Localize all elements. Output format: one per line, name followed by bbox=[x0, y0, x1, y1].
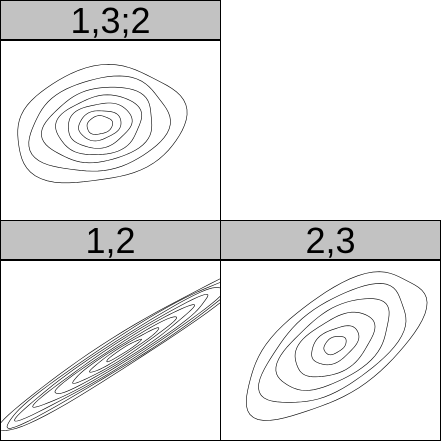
panel-1-2: 1,2 bbox=[0, 220, 221, 441]
contour-plot-1-2 bbox=[1, 261, 220, 440]
contour-line bbox=[33, 294, 208, 407]
panel-title-2-3: 2,3 bbox=[220, 220, 441, 261]
contour-line bbox=[55, 305, 195, 394]
contour-line bbox=[41, 87, 151, 163]
contour-line bbox=[259, 283, 406, 402]
contour-line bbox=[68, 103, 132, 148]
contour-line bbox=[18, 64, 187, 182]
contour-line bbox=[89, 328, 158, 373]
contour-line bbox=[7, 275, 220, 429]
plot-area-2-3 bbox=[220, 260, 441, 441]
contour-plot-1-3-2 bbox=[1, 41, 220, 220]
panel-title-1-2: 1,2 bbox=[0, 220, 221, 261]
contour-line bbox=[56, 95, 142, 155]
contour-line bbox=[324, 337, 346, 355]
contour-plot-2-3 bbox=[221, 261, 440, 440]
panel-title-1-3-2: 1,3;2 bbox=[0, 0, 221, 41]
plot-area-1-3-2 bbox=[0, 40, 221, 221]
contour-line bbox=[295, 312, 375, 377]
panel-1-3-2: 1,3;2 bbox=[0, 0, 221, 221]
contour-line bbox=[246, 272, 427, 421]
contour-line bbox=[29, 76, 171, 171]
contour-line bbox=[107, 339, 142, 362]
contour-line bbox=[276, 299, 389, 391]
contour-line bbox=[14, 288, 220, 421]
plot-area-1-2 bbox=[0, 260, 221, 441]
contour-line bbox=[87, 116, 113, 135]
contour-line bbox=[312, 326, 359, 365]
contour-line bbox=[79, 111, 121, 141]
panel-2-3: 2,3 bbox=[220, 220, 441, 441]
contour-line bbox=[73, 317, 177, 384]
contour-line bbox=[1, 266, 220, 431]
